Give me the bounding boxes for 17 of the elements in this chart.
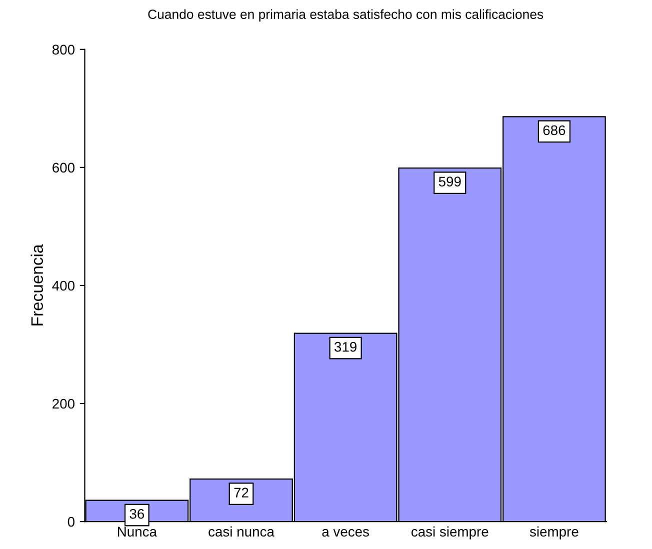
y-tick-label: 0 — [68, 516, 74, 527]
data-label: 686 — [543, 125, 566, 136]
data-label: 36 — [130, 508, 144, 519]
y-tick-label: 800 — [52, 44, 74, 55]
x-tick-label: a veces — [322, 529, 369, 537]
data-label: 72 — [234, 488, 248, 498]
x-tick-label: casi nunca — [208, 526, 274, 537]
data-label: 319 — [334, 342, 356, 352]
y-tick-label: 400 — [52, 280, 74, 291]
x-tick-label: casi siempre — [411, 526, 488, 540]
chart-title: Cuando estuve en primaria estaba satisfecho con mis calificaciones — [148, 9, 544, 22]
data-label: 599 — [438, 176, 461, 187]
y-tick-label: 600 — [52, 162, 74, 173]
x-tick-label: Nunca — [118, 526, 157, 537]
x-tick-label: siempre — [530, 526, 578, 540]
y-axis-title: Frecuencia — [30, 244, 44, 326]
y-tick-label: 200 — [52, 398, 74, 409]
